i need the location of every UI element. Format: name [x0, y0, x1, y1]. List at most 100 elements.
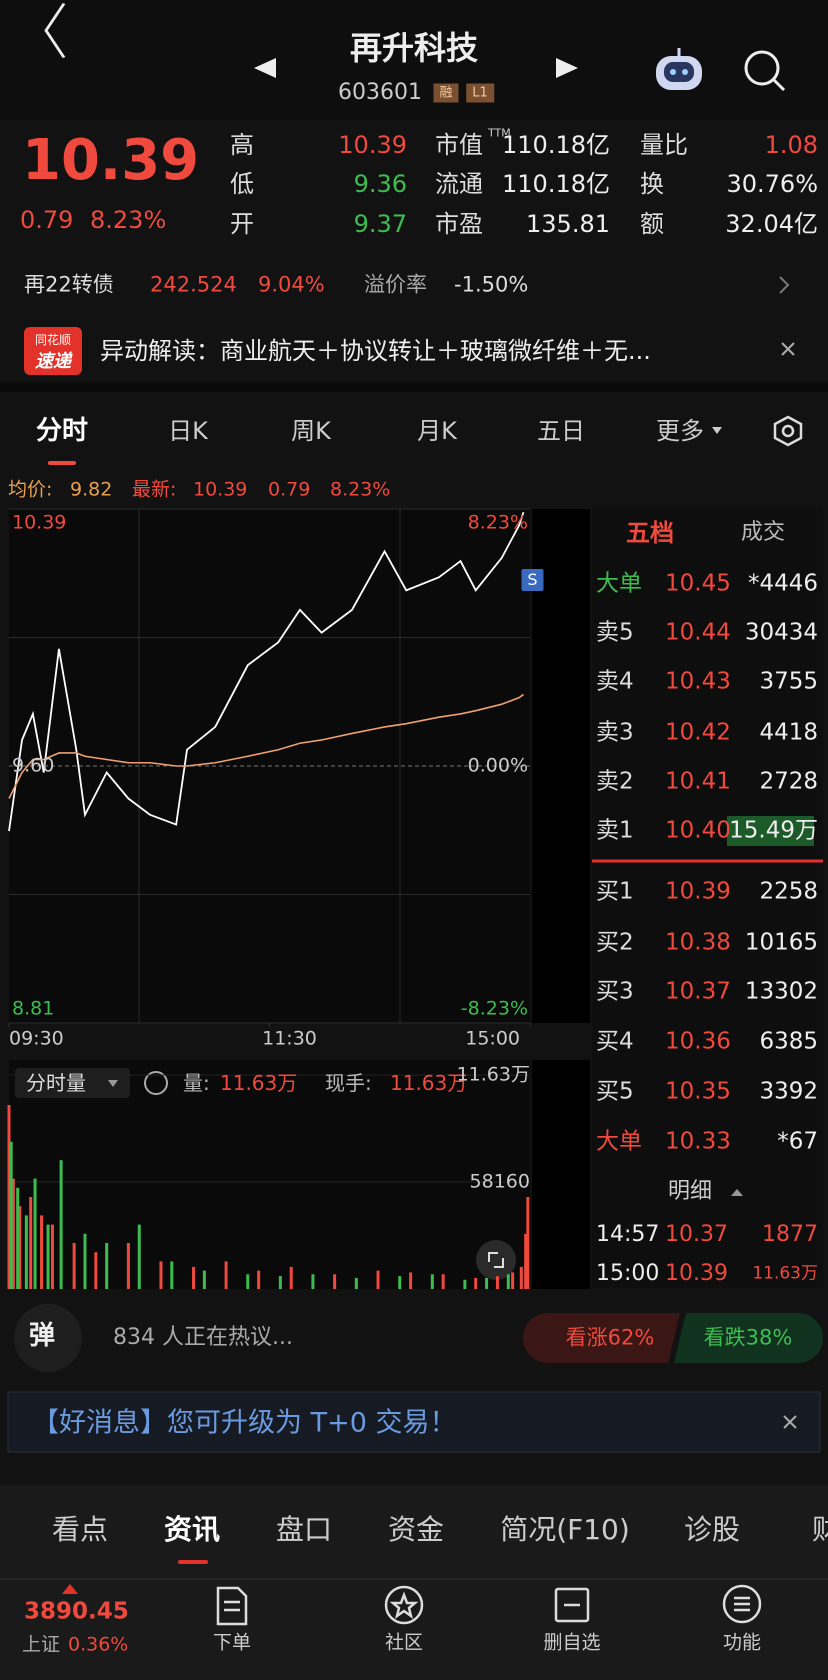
banner-close[interactable] — [783, 1415, 797, 1429]
volume-bar — [495, 1276, 499, 1289]
footer-button[interactable]: 功能 — [722, 1631, 762, 1654]
vol-tick-label: 11.63万 — [456, 1063, 530, 1086]
unwatch-icon[interactable] — [554, 1587, 590, 1623]
bottom-tab[interactable]: 资讯 — [163, 1513, 221, 1546]
volume-bar — [33, 1178, 37, 1289]
last-label: 最新: — [132, 478, 177, 501]
community-icon[interactable] — [384, 1585, 424, 1625]
book-volume: 2258 — [759, 878, 818, 905]
volume-bar — [398, 1276, 402, 1289]
volume-bar — [170, 1261, 174, 1289]
badge: 融 — [433, 83, 459, 103]
order-icon[interactable] — [216, 1586, 248, 1626]
book-price: 10.39 — [665, 878, 731, 905]
order-book-bg — [592, 509, 823, 1289]
bull-text[interactable]: 看涨62% — [565, 1325, 655, 1350]
bottom-tab[interactable]: 盘口 — [275, 1513, 333, 1546]
bear-button[interactable] — [674, 1313, 823, 1363]
index-value: 3890.45 — [24, 1598, 129, 1625]
volume-bar — [16, 1187, 20, 1289]
info-change: 0.79 — [268, 478, 311, 501]
stat-label: 市值 — [435, 131, 483, 159]
banner-text[interactable]: 【好消息】您可升级为 T+0 交易！ — [32, 1407, 457, 1439]
book-label: 买2 — [596, 929, 634, 956]
avg-value: 9.82 — [70, 478, 113, 501]
stat-label: 换 — [640, 170, 664, 198]
banner-bg[interactable] — [7, 1391, 821, 1453]
bond-price: 242.524 — [150, 272, 237, 297]
volume-bar — [40, 1215, 44, 1289]
volume-bar — [202, 1270, 206, 1289]
volume-bar — [506, 1274, 510, 1289]
tab[interactable]: 分时 — [35, 416, 89, 446]
volume-bar — [94, 1252, 98, 1289]
bond-name[interactable]: 再22转债 — [24, 272, 114, 297]
robot-icon[interactable] — [656, 48, 702, 90]
bull-button[interactable] — [523, 1313, 680, 1363]
volume-bar — [192, 1266, 196, 1289]
tab[interactable]: 周K — [291, 417, 331, 445]
volume-bar — [474, 1277, 478, 1289]
bear-text[interactable]: 看跌38% — [703, 1325, 793, 1350]
tab[interactable]: 月K — [417, 417, 457, 445]
volume-bar — [278, 1276, 282, 1289]
book-tab[interactable]: 成交 — [740, 520, 786, 545]
book-tab[interactable]: 五档 — [626, 519, 674, 547]
book-price: 10.45 — [665, 570, 731, 597]
volume-bar — [257, 1270, 261, 1289]
danmu-button[interactable] — [14, 1304, 82, 1372]
book-price: 10.38 — [665, 929, 731, 956]
volume-bar — [18, 1206, 22, 1289]
ttm: TTM — [488, 126, 511, 140]
tab[interactable]: 更多 — [656, 417, 704, 445]
detail-time: 15:00 — [596, 1261, 660, 1286]
tab[interactable]: 五日 — [537, 417, 585, 445]
bottom-tab[interactable]: 财 — [812, 1513, 828, 1546]
avg-label: 均价: — [8, 478, 53, 501]
news-text[interactable]: 异动解读：商业航天＋协议转让＋玻璃微纤维＋无... — [100, 337, 651, 365]
hand-label: 现手: — [325, 1071, 372, 1095]
danmu-badge: 弹 — [28, 1321, 56, 1351]
tab-underline — [48, 461, 76, 465]
y2-tick-label: 8.23% — [467, 511, 528, 534]
bond-more[interactable] — [779, 276, 790, 294]
tab[interactable]: 日K — [168, 417, 208, 445]
bottom-tab[interactable]: 资金 — [387, 1513, 445, 1546]
decor-grid — [9, 509, 530, 1023]
index-change: 0.36% — [68, 1633, 129, 1656]
book-label: 买3 — [596, 978, 634, 1005]
expand-icon[interactable] — [476, 1240, 516, 1280]
settings-icon-core — [781, 424, 795, 438]
back-button[interactable] — [44, 2, 66, 59]
bottom-tab[interactable]: 诊股 — [683, 1513, 741, 1546]
volume-bar — [29, 1196, 33, 1289]
book-price: 10.36 — [665, 1028, 731, 1055]
detail-price: 10.37 — [665, 1222, 728, 1247]
settings-icon[interactable] — [773, 415, 803, 447]
post-market-bg — [532, 509, 590, 1023]
bottom-tab[interactable]: 看点 — [51, 1513, 109, 1546]
stat-value: 9.37 — [353, 210, 407, 238]
stat-label: 高 — [230, 131, 254, 159]
volume-bar — [519, 1266, 523, 1289]
func-icon[interactable] — [722, 1584, 762, 1624]
volume-bar — [526, 1196, 530, 1289]
next-stock[interactable] — [556, 58, 578, 78]
y-tick-label: 10.39 — [12, 511, 67, 534]
footer-button[interactable]: 下单 — [212, 1631, 252, 1654]
detail-arrow — [731, 1189, 743, 1196]
volume-bar — [159, 1261, 163, 1289]
book-volume: 13302 — [744, 978, 818, 1005]
help-icon[interactable] — [144, 1071, 168, 1095]
prev-stock[interactable] — [254, 58, 276, 78]
change: 0.79 — [20, 206, 74, 234]
footer-button[interactable]: 社区 — [384, 1631, 424, 1654]
book-price: 10.40 — [665, 817, 731, 844]
news-close[interactable] — [781, 342, 795, 356]
bottom-tab[interactable]: 简况(F10) — [500, 1513, 630, 1546]
stat-value: 1.08 — [764, 131, 818, 159]
sell-marker: S — [527, 570, 538, 589]
volume-bar — [289, 1266, 293, 1289]
footer-button[interactable]: 删自选 — [543, 1631, 601, 1654]
search-icon[interactable] — [744, 50, 786, 92]
